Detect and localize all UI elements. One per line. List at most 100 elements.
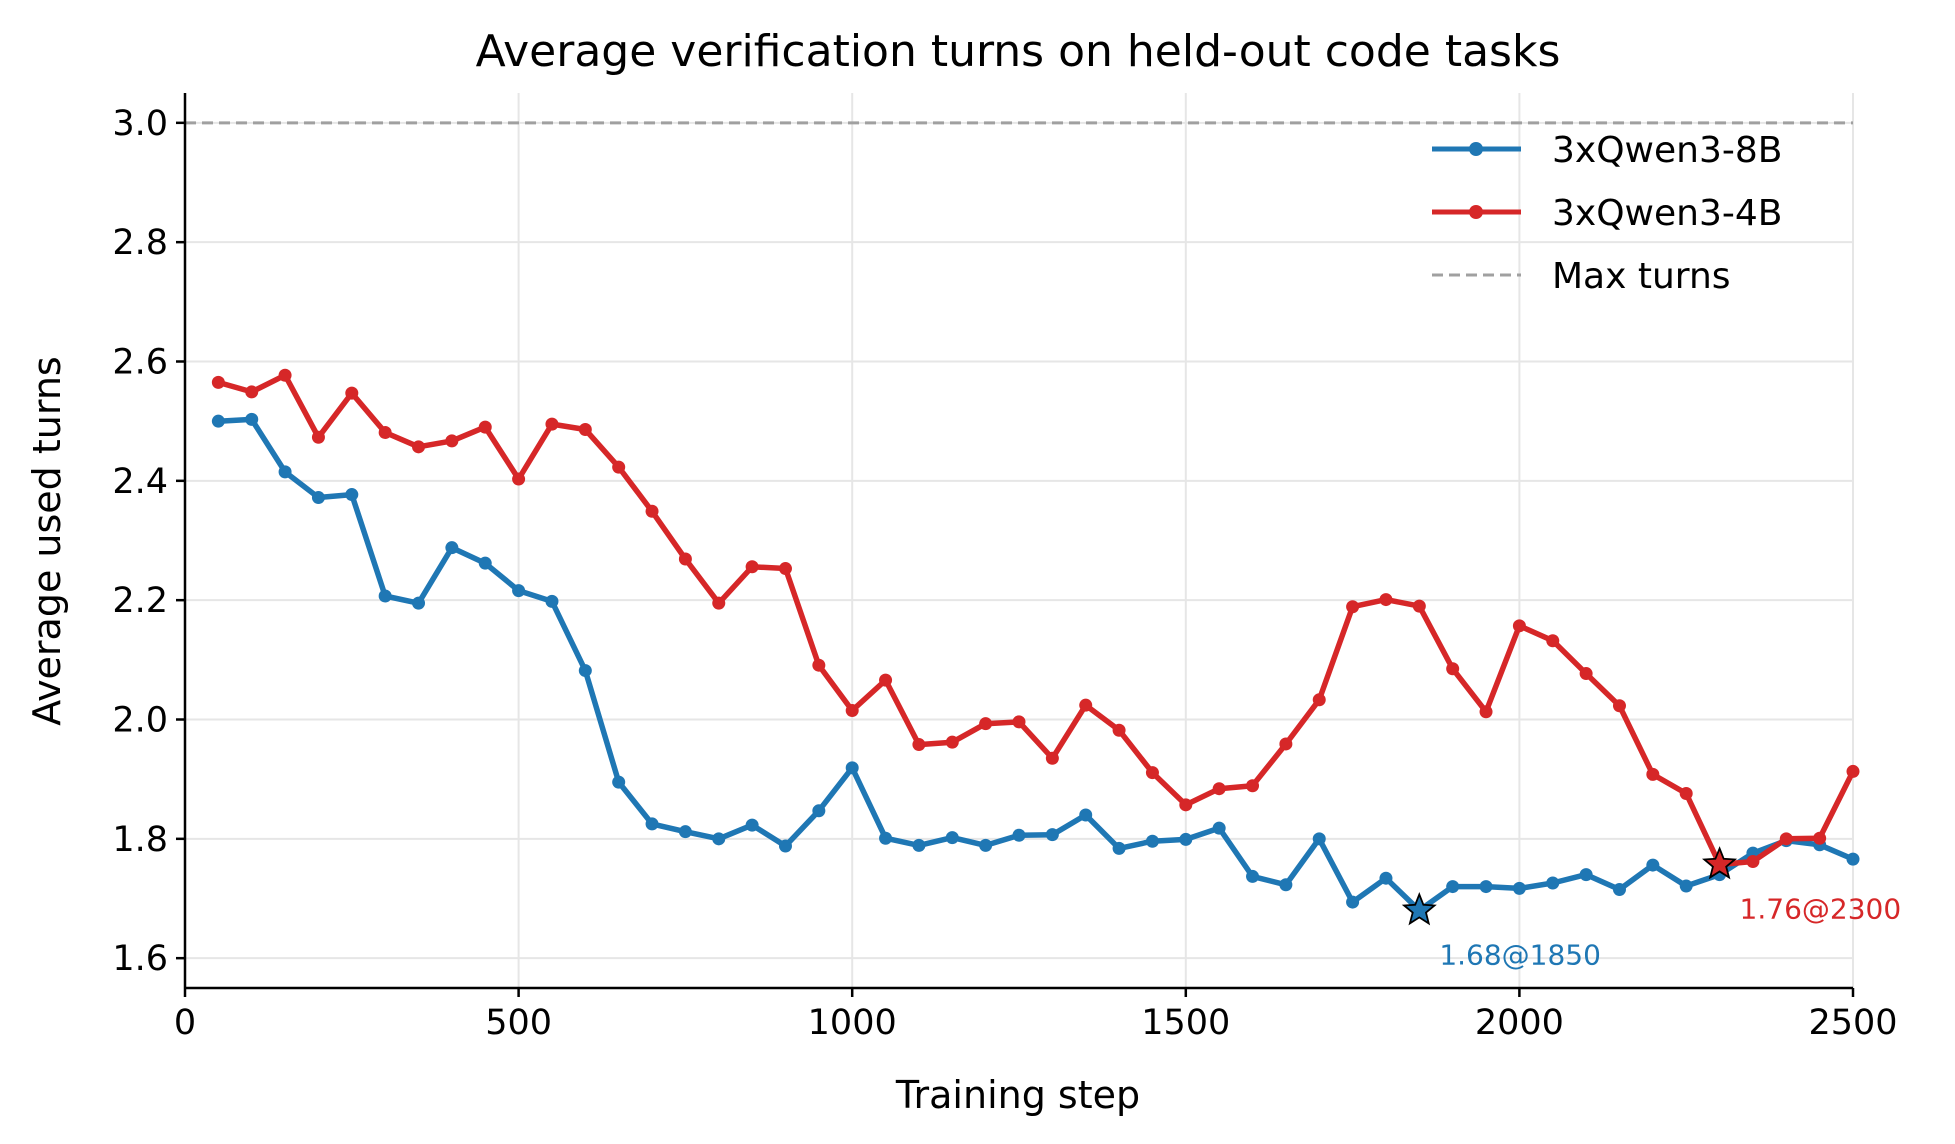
data-point-series-1-35 [1346, 895, 1360, 909]
data-point-series-2-27 [1079, 698, 1093, 712]
data-point-series-2-44 [1646, 767, 1660, 781]
y-axis-title: Average used turns [25, 356, 69, 725]
data-point-series-1-43 [1612, 883, 1626, 897]
data-point-series-2-37 [1412, 599, 1426, 613]
data-point-series-2-3 [278, 368, 292, 382]
data-point-series-1-9 [478, 556, 492, 570]
data-point-series-2-32 [1246, 779, 1260, 793]
data-point-series-1-6 [378, 589, 392, 603]
data-point-series-2-10 [512, 472, 526, 486]
data-point-series-2-48 [1779, 832, 1793, 846]
data-point-series-1-7 [412, 596, 426, 610]
data-point-series-2-15 [678, 552, 692, 566]
data-point-series-2-9 [478, 420, 492, 434]
data-point-series-2-16 [712, 596, 726, 610]
legend-item-series-1: 3xQwen3-8B [1432, 130, 1782, 171]
x-tick-label-5: 2000 [1475, 1003, 1564, 1043]
data-point-series-1-15 [678, 825, 692, 839]
data-point-series-1-29 [1145, 834, 1159, 848]
data-point-series-1-8 [445, 541, 459, 555]
data-point-series-2-45 [1679, 786, 1693, 800]
legend-item-max-turns: Max turns [1432, 256, 1731, 297]
x-tick-label-2: 500 [485, 1003, 552, 1043]
x-tick-label-3: 1000 [808, 1003, 897, 1043]
data-point-series-2-17 [745, 560, 759, 574]
annotation-label-1: 1.68@1850 [1439, 938, 1601, 971]
data-point-series-2-36 [1379, 593, 1393, 607]
data-point-series-1-22 [912, 838, 926, 852]
series-layer [211, 368, 1860, 917]
data-point-series-2-33 [1279, 737, 1293, 751]
data-point-series-2-43 [1612, 699, 1626, 713]
data-point-series-1-41 [1546, 876, 1560, 890]
data-point-series-1-14 [645, 817, 659, 831]
data-point-series-2-41 [1546, 634, 1560, 648]
y-tick-label-7: 2.8 [112, 223, 168, 263]
data-point-series-1-18 [778, 839, 792, 853]
data-point-series-2-21 [879, 673, 893, 687]
data-point-series-2-38 [1446, 662, 1460, 676]
data-point-series-1-3 [278, 465, 292, 479]
legend-marker-series-1 [1469, 142, 1483, 156]
data-point-series-1-38 [1446, 880, 1460, 894]
data-point-series-1-32 [1246, 869, 1260, 883]
y-tick-label-8: 3.0 [112, 104, 168, 144]
data-point-series-2-30 [1179, 798, 1193, 812]
y-tick-label-1: 1.6 [112, 939, 168, 979]
data-point-series-1-25 [1012, 828, 1026, 842]
data-point-series-2-7 [412, 440, 426, 454]
data-point-series-1-16 [712, 832, 726, 846]
data-point-series-2-31 [1212, 782, 1226, 796]
data-point-series-1-36 [1379, 871, 1393, 885]
data-point-series-1-10 [512, 584, 526, 598]
data-point-series-2-6 [378, 426, 392, 440]
data-point-series-1-27 [1079, 808, 1093, 822]
data-point-series-2-14 [645, 504, 659, 518]
data-point-series-1-5 [345, 488, 359, 502]
data-point-series-2-34 [1312, 693, 1326, 707]
x-axis-title: Training step [895, 1073, 1140, 1117]
legend-item-series-2: 3xQwen3-4B [1432, 193, 1782, 234]
data-point-series-2-49 [1813, 831, 1827, 845]
data-point-series-1-26 [1045, 828, 1059, 842]
data-point-series-2-50 [1846, 764, 1860, 778]
y-tick-label-6: 2.6 [112, 343, 168, 383]
tick-labels: 0 500 1000 1500 2000 2500 1.6 1.8 2.0 2.2 2.4 2.6 2.… [112, 104, 1897, 1043]
data-point-series-1-4 [311, 491, 325, 505]
data-point-series-2-8 [445, 434, 459, 448]
data-point-series-2-24 [979, 717, 993, 731]
data-point-series-2-4 [311, 430, 325, 444]
data-point-series-2-12 [578, 423, 592, 437]
y-tick-label-2: 1.8 [112, 820, 168, 860]
data-point-series-1-45 [1679, 879, 1693, 893]
data-point-series-1-33 [1279, 878, 1293, 892]
data-point-series-1-39 [1479, 880, 1493, 894]
chart-title: Average verification turns on held-out c… [476, 26, 1561, 77]
annotations: 1.68@1850 1.76@2300 [1401, 846, 1901, 971]
data-point-series-1-17 [745, 818, 759, 832]
data-point-series-1-12 [578, 664, 592, 678]
y-tick-label-5: 2.4 [112, 462, 168, 502]
data-point-series-2-13 [612, 460, 626, 474]
data-point-series-2-40 [1512, 619, 1526, 633]
data-point-series-2-29 [1145, 766, 1159, 780]
data-point-series-1-24 [979, 838, 993, 852]
data-point-series-2-25 [1012, 715, 1026, 729]
data-point-series-1-23 [945, 831, 959, 845]
data-point-series-2-1 [211, 375, 225, 389]
data-point-series-1-40 [1512, 881, 1526, 895]
x-tick-label-1: 0 [174, 1003, 196, 1043]
data-point-series-2-47 [1746, 855, 1760, 869]
y-tick-label-3: 2.0 [112, 701, 168, 741]
data-point-series-2-19 [812, 658, 826, 672]
data-point-series-2-18 [778, 562, 792, 576]
data-point-series-1-44 [1646, 858, 1660, 872]
data-point-series-2-2 [245, 385, 259, 399]
best-point-star-1 [1401, 891, 1437, 926]
data-point-series-2-23 [945, 735, 959, 749]
data-point-series-2-26 [1045, 751, 1059, 765]
data-point-series-1-20 [845, 761, 859, 775]
data-point-series-2-11 [545, 417, 559, 431]
axes [176, 93, 1855, 997]
